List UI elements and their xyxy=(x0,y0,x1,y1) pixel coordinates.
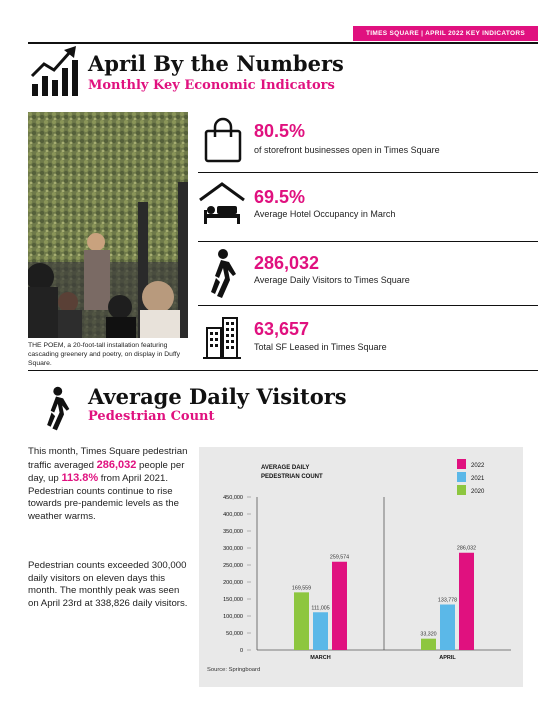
kpi-label-daily-visitors: Average Daily Visitors to Times Square xyxy=(254,275,410,285)
bar-2022-april xyxy=(459,552,474,650)
y-tick-label: 100,000 xyxy=(223,614,243,620)
y-tick-label: 400,000 xyxy=(223,512,243,518)
pedestrian-icon xyxy=(203,248,239,305)
highlight-visitors: 286,032 xyxy=(96,458,137,471)
legend-label: 2020 xyxy=(471,489,485,495)
bar-2021-march xyxy=(313,612,328,650)
kpi-label-hotel-occupancy: Average Hotel Occupancy in March xyxy=(254,209,396,219)
bar-data-label: 33,320 xyxy=(420,632,436,638)
trend-chart-icon xyxy=(30,46,80,98)
section-rule xyxy=(28,370,538,371)
y-tick-label: 50,000 xyxy=(226,631,243,637)
y-tick-label: 0 xyxy=(240,648,243,654)
bar-2022-march xyxy=(332,561,347,650)
y-tick-label: 350,000 xyxy=(223,529,243,535)
kpi-value-sf-leased: 63,657 xyxy=(254,319,310,339)
x-tick-label: APRIL xyxy=(439,655,456,661)
x-tick-label: MARCH xyxy=(310,655,330,661)
legend-swatch-2022 xyxy=(457,459,466,469)
kpi-label-storefronts: of storefront businesses open in Times S… xyxy=(254,145,440,155)
chart-title: AVERAGE DAILY xyxy=(261,465,309,471)
kpi-divider xyxy=(198,305,538,306)
y-tick-label: 300,000 xyxy=(223,546,243,552)
kpi-divider xyxy=(198,172,538,173)
legend-label: 2022 xyxy=(471,463,485,469)
legend-label: 2021 xyxy=(471,476,485,482)
kpi-value-daily-visitors: 286,032 xyxy=(254,253,320,273)
legend-swatch-2020 xyxy=(457,485,466,495)
y-tick-label: 450,000 xyxy=(223,495,243,501)
bar-data-label: 169,559 xyxy=(292,585,311,591)
bar-data-label: 259,574 xyxy=(330,555,349,561)
pedestrian-chart: AVERAGE DAILY PEDESTRIAN COUNT 0 50,000 100,… xyxy=(199,447,523,687)
photo-caption: THE POEM, a 20-foot-tall installation fe… xyxy=(28,342,181,367)
kpi-label-sf-leased: Total SF Leased in Times Square xyxy=(254,342,387,352)
page-title: April By the Numbers xyxy=(88,51,344,76)
visitors-section-subtitle: Pedestrian Count xyxy=(88,409,215,424)
kpi-divider xyxy=(198,241,538,242)
poem-installation-photo xyxy=(28,112,188,338)
visitors-paragraph-1: This month, Times Square pedestrian traf… xyxy=(28,446,188,522)
chart-title: PEDESTRIAN COUNT xyxy=(261,474,323,480)
chart-source: Source: Springboard xyxy=(207,667,260,673)
legend-swatch-2021 xyxy=(457,472,466,482)
bar-data-label: 111,005 xyxy=(311,605,329,611)
buildings-icon xyxy=(203,314,241,365)
bar-2020-april xyxy=(421,638,436,650)
report-tag: TIMES SQUARE | APRIL 2022 KEY INDICATORS xyxy=(353,26,538,41)
pedestrian-chart-svg: AVERAGE DAILY PEDESTRIAN COUNT 0 50,000 100,… xyxy=(207,459,511,673)
visitors-section-title: Average Daily Visitors xyxy=(88,384,347,409)
shopping-bag-icon xyxy=(203,117,243,168)
kpi-value-hotel-occupancy: 69.5% xyxy=(254,187,306,207)
visitors-paragraph-2: Pedestrian counts exceeded 300,000 daily… xyxy=(28,560,188,609)
y-tick-label: 150,000 xyxy=(223,597,243,603)
page-subtitle: Monthly Key Economic Indicators xyxy=(88,78,335,93)
bar-2021-april xyxy=(440,604,455,650)
kpi-value-storefronts: 80.5% xyxy=(254,121,306,141)
header-rule xyxy=(28,42,538,44)
y-tick-label: 200,000 xyxy=(223,580,243,586)
highlight-growth: 113.8% xyxy=(61,472,99,485)
bar-data-label: 133,778 xyxy=(438,598,457,604)
bar-2020-march xyxy=(294,592,309,650)
hotel-bed-icon xyxy=(198,180,246,233)
y-tick-label: 250,000 xyxy=(223,563,243,569)
pedestrian-icon xyxy=(40,385,72,438)
bar-data-label: 286,032 xyxy=(457,546,476,552)
